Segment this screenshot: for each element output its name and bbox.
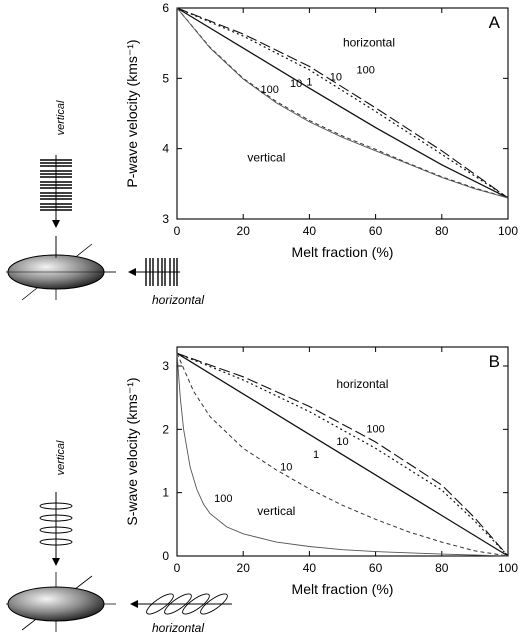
x-tick-label: 60: [369, 561, 383, 575]
x-tick-label: 60: [369, 224, 383, 238]
y-axis-title-b: S-wave velocity (kms⁻¹): [124, 377, 140, 525]
chart-panel-b: 0 20 40 60 80 100 0 1 2 3 Melt fraction (%) S-wave …: [124, 346, 518, 597]
series-line-a-2: [176, 7, 509, 199]
chart-panel-a: 0 20 40 60 80 100 3 4 5 6 Melt fraction (%) P-wave …: [124, 1, 518, 260]
x-tick-label: 80: [435, 561, 449, 575]
plot-frame-b: [176, 346, 509, 557]
horizontal-label-a: horizontal: [152, 293, 204, 307]
curve-label: 10: [290, 78, 302, 90]
horizontal-arrowhead-a: [128, 268, 136, 276]
x-tick-label: 0: [174, 561, 181, 575]
curve-label: 100: [214, 493, 232, 505]
x-tick-label: 40: [303, 224, 317, 238]
vertical-arrowhead-a: [52, 220, 60, 228]
curve-label: 1: [306, 76, 312, 88]
curve-label: 100: [356, 64, 374, 76]
series-line-b-0: [176, 352, 509, 557]
y-tick-label: 4: [162, 142, 169, 156]
series-line-b-3: [176, 353, 509, 557]
series-line-b-1: [176, 352, 509, 557]
series-line-a-0: [176, 7, 509, 199]
horizontal-label-b: horizontal: [152, 621, 204, 635]
schematic-b: vertical horizontal: [6, 440, 232, 635]
region-annotation: horizontal: [343, 36, 395, 50]
x-axis-title-b: Melt fraction (%): [292, 581, 394, 597]
ellipsoid-icon-a: [6, 236, 116, 301]
y-tick-label: 5: [162, 71, 169, 85]
series-line-a-3: [176, 7, 509, 199]
x-tick-label: 40: [303, 561, 317, 575]
series-line-a-4: [176, 7, 509, 199]
y-tick-label: 6: [162, 1, 169, 15]
region-annotation: vertical: [247, 150, 285, 164]
curve-label: 100: [261, 84, 279, 96]
y-tick-label: 2: [162, 422, 169, 436]
region-annotation: vertical: [257, 504, 295, 518]
x-tick-label: 100: [498, 224, 518, 238]
series-line-b-4: [176, 353, 509, 557]
panel-label-b: B: [489, 352, 500, 371]
curve-label: 10: [336, 436, 348, 448]
horizontal-arrowhead-b: [130, 600, 138, 608]
x-tick-label: 80: [435, 224, 449, 238]
y-axis-title-a: P-wave velocity (kms⁻¹): [124, 39, 140, 187]
plot-frame-a: [176, 7, 509, 220]
ellipsoid-icon-b: [6, 572, 116, 632]
vertical-wave-loops-b: [39, 502, 73, 546]
curve-label: 1: [313, 449, 319, 461]
vertical-wave-bars-a: [40, 159, 72, 211]
vertical-label-a: vertical: [55, 100, 67, 135]
x-tick-label: 20: [237, 224, 251, 238]
horizontal-wave-loops-b: [146, 593, 228, 615]
x-tick-label: 0: [174, 224, 181, 238]
curve-label: 10: [330, 71, 342, 83]
x-axis-title-a: Melt fraction (%): [292, 244, 394, 260]
curve-label: 100: [366, 424, 384, 436]
schematic-a: vertical horizontal: [6, 100, 204, 307]
y-tick-label: 1: [162, 486, 169, 500]
series-line-b-2: [176, 352, 509, 557]
curve-label: 10: [280, 462, 292, 474]
y-tick-label: 3: [162, 359, 169, 373]
region-annotation: horizontal: [336, 377, 388, 391]
x-tick-label: 100: [498, 561, 518, 575]
y-tick-label: 0: [162, 549, 169, 563]
panel-label-a: A: [489, 13, 501, 32]
series-line-a-1: [176, 7, 509, 199]
vertical-label-b: vertical: [55, 440, 67, 475]
vertical-arrowhead-b: [52, 558, 60, 566]
x-tick-label: 20: [237, 561, 251, 575]
y-tick-label: 3: [162, 212, 169, 226]
